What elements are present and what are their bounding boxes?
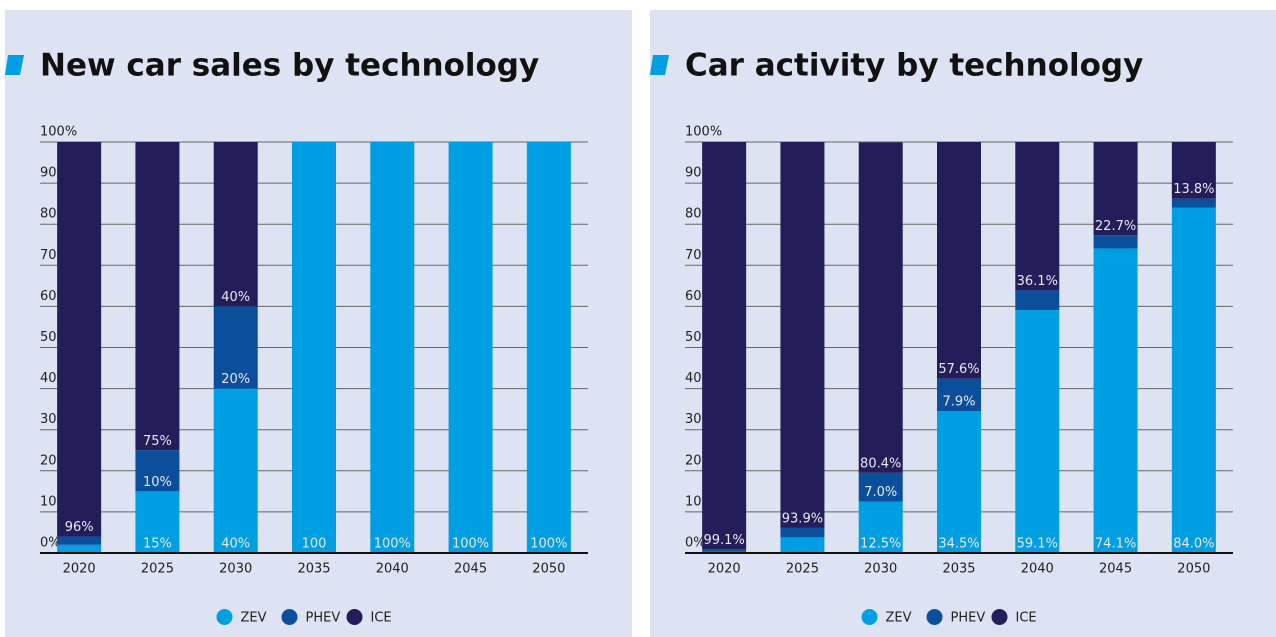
x-tick-label: 2025 <box>141 562 174 577</box>
chart-title: Car activity by technology <box>685 48 1143 84</box>
bar-segment <box>1093 142 1138 236</box>
bar-segment <box>858 472 903 502</box>
bar-segment <box>702 142 747 550</box>
data-label: 36.1% <box>1017 274 1058 289</box>
x-tick-label: 2030 <box>219 562 252 577</box>
x-tick-label: 2050 <box>532 562 565 577</box>
bar-segment <box>780 527 825 538</box>
bar-segment <box>1093 248 1138 553</box>
x-tick-label: 2035 <box>942 562 975 577</box>
bar-segment <box>57 544 102 553</box>
data-label: 40% <box>221 537 250 552</box>
bar-segment <box>57 142 102 537</box>
legend-label: ZEV <box>241 611 267 626</box>
legend-swatch <box>991 609 1008 625</box>
data-label: 59.1% <box>1017 537 1058 552</box>
data-label: 12.5% <box>860 537 901 552</box>
legend-label: ICE <box>371 611 392 626</box>
data-label: 40% <box>221 290 250 305</box>
data-label: 15% <box>143 537 172 552</box>
data-label: 99.1% <box>703 533 744 548</box>
legend-label: ICE <box>1016 611 1037 626</box>
y-tick-label: 0% <box>685 536 706 551</box>
x-tick-label: 2020 <box>63 562 96 577</box>
x-tick-label: 2045 <box>1099 562 1132 577</box>
data-label: 96% <box>65 520 94 535</box>
bar-segment <box>448 142 493 553</box>
legend-label: PHEV <box>306 611 341 626</box>
data-label: 84.0% <box>1173 537 1214 552</box>
bar-segment <box>858 142 903 473</box>
bar-segment <box>780 142 825 528</box>
data-label: 22.7% <box>1095 219 1136 234</box>
bar-segment <box>135 491 180 553</box>
bar-segment <box>937 378 981 412</box>
data-label: 13.8% <box>1173 182 1214 197</box>
legend-swatch <box>281 609 298 625</box>
bar-segment <box>1171 198 1216 208</box>
data-label: 20% <box>221 372 250 387</box>
bar-segment <box>1015 142 1060 291</box>
chart-title: New car sales by technology <box>40 48 539 84</box>
title-icon <box>5 55 24 75</box>
bar-segment <box>370 142 415 553</box>
y-tick-label: 100% <box>685 125 722 140</box>
bar-segment <box>213 388 258 553</box>
x-tick-label: 2045 <box>454 562 487 577</box>
data-label: 100 <box>302 537 327 552</box>
data-label: 7.9% <box>942 395 975 410</box>
data-label: 80.4% <box>860 456 901 471</box>
x-tick-label: 2040 <box>1021 562 1054 577</box>
bar-segment <box>135 450 180 492</box>
bar-segment <box>1015 310 1060 553</box>
bar-segment <box>1093 235 1138 249</box>
bar-segment <box>135 142 180 451</box>
x-tick-label: 2040 <box>376 562 409 577</box>
x-tick-label: 2020 <box>708 562 741 577</box>
bar-segment <box>213 306 258 389</box>
title-icon <box>650 55 669 75</box>
data-label: 7.0% <box>864 485 897 500</box>
bar-segment <box>937 411 981 553</box>
x-tick-label: 2025 <box>786 562 819 577</box>
legend-label: PHEV <box>951 611 986 626</box>
bar-segment <box>702 549 747 552</box>
bar-segment <box>858 501 903 553</box>
bar-segment <box>292 142 336 553</box>
data-label: 74.1% <box>1095 537 1136 552</box>
legend-swatch <box>926 609 943 625</box>
data-label: 57.6% <box>938 362 979 377</box>
data-label: 34.5% <box>938 537 979 552</box>
x-tick-label: 2050 <box>1177 562 1210 577</box>
data-label: 93.9% <box>782 511 823 526</box>
data-label: 100% <box>452 537 489 552</box>
bar-segment <box>937 142 981 379</box>
legend-label: ZEV <box>886 611 912 626</box>
y-tick-label: 0% <box>40 536 61 551</box>
bar-segment <box>526 142 571 553</box>
bar-segment <box>1171 207 1216 553</box>
bar-segment <box>780 537 825 553</box>
data-label: 100% <box>374 537 411 552</box>
legend-swatch <box>216 609 233 625</box>
data-label: 100% <box>530 537 567 552</box>
bar-segment <box>1015 290 1060 311</box>
bar-segment <box>1171 142 1216 199</box>
y-tick-label: 100% <box>40 125 77 140</box>
legend-swatch <box>346 609 363 625</box>
data-label: 10% <box>143 475 172 490</box>
bar-segment <box>213 142 258 307</box>
bar-segment <box>57 536 102 545</box>
x-tick-label: 2030 <box>864 562 897 577</box>
legend-swatch <box>861 609 878 625</box>
data-label: 75% <box>143 434 172 449</box>
x-tick-label: 2035 <box>297 562 330 577</box>
